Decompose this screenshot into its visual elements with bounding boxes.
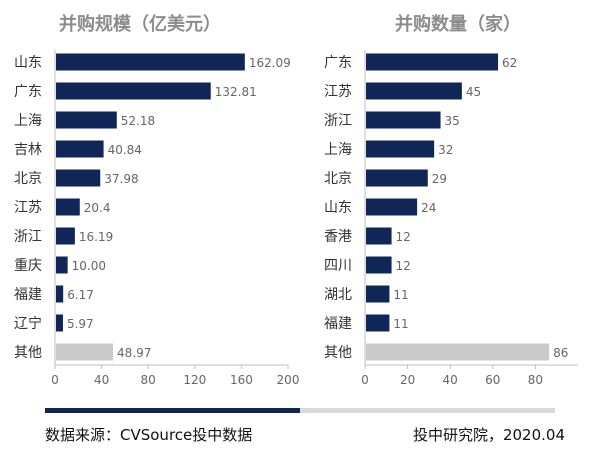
x-tick-label: 80 (528, 373, 543, 387)
category-label: 湖北 (324, 287, 352, 303)
data-label: 45 (466, 85, 481, 99)
data-label: 10.00 (72, 259, 106, 273)
bar (366, 285, 390, 303)
category-label: 福建 (324, 316, 352, 332)
data-label: 6.17 (67, 288, 94, 302)
right-bar-chart: 广东 62 江苏 45 浙江 35 上海 32 北京 29 山东 24 香港 12 四川 12 湖北 11 福建 11… (324, 50, 578, 387)
bar (56, 227, 75, 245)
category-label: 香港 (324, 229, 352, 245)
data-label: 162.09 (249, 56, 291, 70)
bar (366, 198, 418, 216)
category-label: 重庆 (14, 258, 42, 274)
bar (366, 314, 390, 332)
footer-divider-dark (45, 408, 300, 413)
category-label: 四川 (324, 258, 352, 274)
category-label: 浙江 (14, 229, 42, 245)
data-label: 52.18 (121, 114, 155, 128)
bar (56, 256, 68, 274)
bar (56, 53, 245, 71)
category-label: 上海 (324, 142, 352, 158)
bar (56, 285, 64, 303)
bar (366, 82, 462, 100)
data-label: 29 (432, 172, 447, 186)
bar (56, 82, 211, 100)
bar (366, 169, 428, 187)
category-label: 江苏 (324, 84, 352, 100)
footer-source: 数据来源：CVSource投中数据 (45, 426, 252, 444)
x-tick-label: 0 (51, 373, 59, 387)
x-tick-label: 20 (400, 373, 415, 387)
category-label: 浙江 (324, 113, 352, 129)
category-label: 山东 (14, 55, 42, 71)
x-tick-label: 0 (361, 373, 369, 387)
bar (366, 140, 435, 158)
data-label: 132.81 (215, 85, 257, 99)
data-label: 11 (393, 288, 408, 302)
data-label: 32 (438, 143, 453, 157)
bar (366, 256, 392, 274)
data-label: 12 (396, 259, 411, 273)
footer-credit: 投中研究院，2020.04 (413, 426, 565, 444)
category-label: 江苏 (14, 200, 42, 216)
data-label: 86 (553, 346, 568, 360)
bar (56, 343, 114, 361)
data-label: 5.97 (67, 317, 94, 331)
x-tick-label: 200 (277, 373, 300, 387)
category-label: 其他 (324, 345, 352, 361)
chart-title-left: 并购规模（亿美元） (59, 13, 221, 35)
bar (366, 53, 499, 71)
x-tick-label: 60 (485, 373, 500, 387)
data-label: 37.98 (104, 172, 138, 186)
category-label: 广东 (324, 55, 352, 71)
data-label: 16.19 (79, 230, 113, 244)
bar (56, 169, 101, 187)
bar (56, 198, 80, 216)
category-label: 北京 (324, 171, 352, 187)
chart-title-right: 并购数量（家） (395, 13, 521, 35)
category-label: 广东 (14, 84, 42, 100)
bar (56, 314, 63, 332)
bar (366, 227, 392, 245)
data-label: 48.97 (117, 346, 151, 360)
data-label: 20.4 (84, 201, 111, 215)
left-bar-chart: 山东 162.09 广东 132.81 上海 52.18 吉林 40.84 北京 37.98 江苏 2… (14, 50, 299, 387)
data-label: 12 (396, 230, 411, 244)
category-label: 北京 (14, 171, 42, 187)
data-label: 35 (445, 114, 460, 128)
bar (56, 111, 117, 129)
category-label: 山东 (324, 200, 352, 216)
x-tick-label: 40 (443, 373, 458, 387)
data-label: 62 (502, 56, 517, 70)
data-label: 24 (421, 201, 436, 215)
data-label: 40.84 (108, 143, 142, 157)
x-tick-label: 40 (94, 373, 109, 387)
x-tick-label: 120 (183, 373, 206, 387)
category-label: 福建 (14, 287, 42, 303)
bar (366, 343, 550, 361)
x-tick-label: 80 (141, 373, 156, 387)
bar (366, 111, 441, 129)
footer-divider-light (300, 408, 555, 413)
category-label: 吉林 (14, 142, 42, 158)
category-label: 上海 (14, 113, 42, 129)
category-label: 辽宁 (14, 315, 42, 332)
category-label: 其他 (14, 345, 42, 361)
bar (56, 140, 104, 158)
x-tick-label: 160 (230, 373, 253, 387)
data-label: 11 (393, 317, 408, 331)
